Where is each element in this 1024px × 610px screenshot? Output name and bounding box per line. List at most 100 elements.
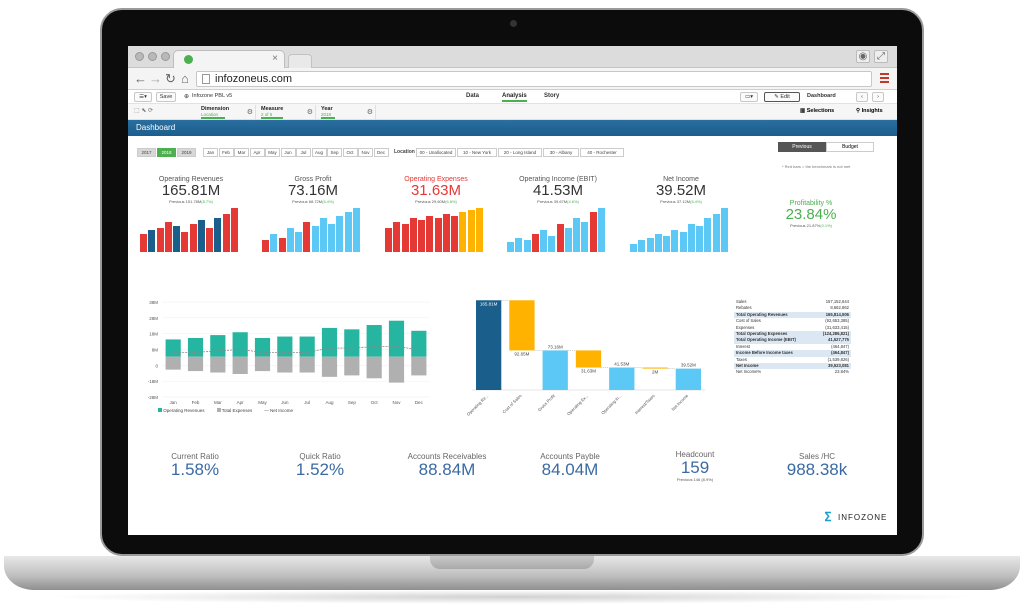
pnl-table: Sales 157,152,644 Rebates 8,662,862 Total Op…	[734, 299, 851, 376]
edit-button[interactable]: ✎ Edit	[764, 92, 800, 102]
expense-bar	[344, 356, 360, 376]
revenue-bar	[388, 320, 405, 357]
month-pill-nov[interactable]: Nov	[358, 148, 373, 157]
month-pill-dec[interactable]: Dec	[373, 148, 389, 157]
insights-tab[interactable]: ⚲ Insights	[856, 108, 883, 114]
location-pill[interactable]: 00 - Unallocated	[416, 148, 456, 157]
revenue-bar	[165, 339, 181, 357]
selection-dimension-value: Location	[201, 112, 219, 117]
month-pill-feb[interactable]: Feb	[218, 148, 234, 157]
spark-bar	[523, 240, 531, 252]
home-icon[interactable]: ⌂	[181, 71, 189, 86]
sheet-dropdown[interactable]: Dashboard	[807, 93, 836, 99]
kpi-card[interactable]: Gross Profit 73.16M Previous 68.72M(6.4%)	[258, 176, 368, 204]
kpi-card[interactable]: Operating Income (EBIT) 41.53M Previous 39…	[503, 176, 613, 204]
selection-year[interactable]: Year 2018 ⚙	[318, 105, 376, 119]
browser-menu-icon[interactable]	[880, 73, 889, 83]
selection-dimension[interactable]: Dimension Location ⚙	[198, 105, 256, 119]
nav-analysis[interactable]: Analysis	[502, 93, 527, 102]
forward-icon[interactable]: →	[149, 71, 162, 86]
y-tick-label: 38M	[149, 300, 158, 305]
pnl-row: Taxes (1,539,826)	[734, 357, 851, 363]
select-icons[interactable]: ⬚ ⬉ ⟳	[134, 108, 154, 114]
revenue-expense-chart[interactable]: 38M 28M 18M 8M 0 -18M -28M Jan Feb Mar Apr May Jun Ju…	[136, 296, 436, 421]
legend-net-income-label: Net Income	[270, 408, 294, 413]
combo-legend: Operating Revenues Total Expenses — Net …	[158, 408, 293, 413]
bottom-kpi-card[interactable]: Accounts Receivables 88.84M	[388, 452, 506, 479]
spark-bar	[704, 218, 712, 252]
bottom-kpi-card[interactable]: Current Ratio 1.58%	[136, 452, 254, 479]
previous-toggle[interactable]: Previous	[778, 142, 826, 152]
selections-tab[interactable]: ▥ Selections	[800, 108, 835, 114]
expense-bar	[232, 356, 248, 374]
kpi-card[interactable]: Operating Expenses 31.63M Previous 29.60M(…	[381, 176, 491, 204]
month-pill-oct[interactable]: Oct	[342, 148, 358, 157]
kpi-card[interactable]: Profitability % 23.84% Previous 21.87%(0.1…	[756, 200, 866, 228]
selection-year-value: 2018	[321, 112, 332, 117]
nav-story[interactable]: Story	[544, 93, 560, 99]
reload-icon[interactable]: ↻	[165, 71, 176, 86]
pnl-label: Total Operating Revenues	[736, 311, 788, 317]
kpi-card[interactable]: Net Income 39.52M Previous 37.12M(6.4%)	[626, 176, 736, 204]
spark-bar	[589, 212, 597, 252]
nav-data[interactable]: Data	[466, 93, 480, 99]
y-tick-label: -28M	[148, 395, 159, 400]
window-close-dot[interactable]	[135, 52, 144, 61]
user-icon[interactable]: ◉	[856, 50, 870, 63]
pnl-label: Rebates	[736, 305, 752, 311]
url-input[interactable]: infozoneus.com	[196, 71, 872, 87]
month-pill-may[interactable]: May	[265, 148, 280, 157]
browser-tab[interactable]: ×	[173, 50, 285, 68]
year-pill-2019[interactable]: 2019	[177, 148, 196, 157]
location-pill[interactable]: 20 - Long Island	[498, 148, 542, 157]
fullscreen-icon[interactable]: ⤢	[874, 50, 888, 63]
kpi-card[interactable]: Operating Revenues 165.81M Previous 151.78…	[136, 176, 246, 204]
save-button[interactable]: Save	[156, 92, 176, 102]
window-zoom-dot[interactable]	[161, 52, 170, 61]
location-pill[interactable]: 40 - Rochester	[580, 148, 624, 157]
location-pill[interactable]: 10 - New York	[457, 148, 497, 157]
month-pill-jul[interactable]: Jul	[296, 148, 311, 157]
location-pill[interactable]: 30 - Albany	[543, 148, 579, 157]
month-pill-jan[interactable]: Jan	[203, 148, 218, 157]
spark-bar	[270, 234, 278, 252]
year-pill-2018[interactable]: 2018	[157, 148, 176, 157]
selection-measure-value: 2 of 5	[261, 112, 273, 117]
pnl-row: Total Operating Revenues 165,814,506	[734, 311, 851, 319]
gear-icon[interactable]: ⚙	[306, 109, 313, 116]
spark-bar	[278, 238, 286, 252]
bottom-kpi-card[interactable]: Accounts Payble 84.04M	[511, 452, 629, 479]
month-pill-jun[interactable]: Jun	[280, 148, 296, 157]
month-pill-apr[interactable]: Apr	[249, 148, 265, 157]
spark-bar	[564, 228, 572, 252]
bottom-kpi-card[interactable]: Headcount 159 Previous 146 (8.9%)	[636, 450, 754, 482]
gear-icon[interactable]: ⚙	[366, 109, 373, 116]
bottom-kpi-card[interactable]: Sales /HC 988.38k	[758, 452, 876, 479]
pnl-value: 23.84%	[834, 369, 849, 375]
bottom-kpi-card[interactable]: Quick Ratio 1.52%	[261, 452, 379, 479]
prev-sheet-button[interactable]: ‹	[856, 92, 868, 102]
budget-toggle[interactable]: Budget	[826, 142, 874, 152]
next-sheet-button[interactable]: ›	[872, 92, 884, 102]
tab-close-icon[interactable]: ×	[272, 53, 278, 64]
pnl-row: Expenses (31,633,415)	[734, 325, 851, 331]
global-menu-button[interactable]: ☰▾	[134, 92, 152, 102]
year-pill-2017[interactable]: 2017	[137, 148, 156, 157]
window-minimize-dot[interactable]	[148, 52, 157, 61]
spark-bar	[148, 230, 156, 252]
spark-bar	[181, 232, 189, 252]
waterfall-chart[interactable]: 165.81M Operating Re... 92.65M Cost of Sale…	[450, 294, 710, 419]
spark-bar	[467, 210, 475, 252]
bookmark-button[interactable]: ▭▾	[740, 92, 758, 102]
spark-bar	[173, 226, 181, 252]
y-tick-label: 18M	[149, 332, 158, 337]
month-pill-mar[interactable]: Mar	[234, 148, 249, 157]
edit-label: Edit	[780, 94, 790, 100]
month-pill-aug[interactable]: Aug	[311, 148, 327, 157]
back-icon[interactable]: ←	[134, 71, 147, 86]
month-pill-sep[interactable]: Sep	[327, 148, 342, 157]
selection-measure[interactable]: Measure 2 of 5 ⚙	[258, 105, 316, 119]
url-text: infozoneus.com	[215, 73, 293, 85]
new-tab-button[interactable]	[288, 54, 312, 68]
gear-icon[interactable]: ⚙	[246, 109, 253, 116]
